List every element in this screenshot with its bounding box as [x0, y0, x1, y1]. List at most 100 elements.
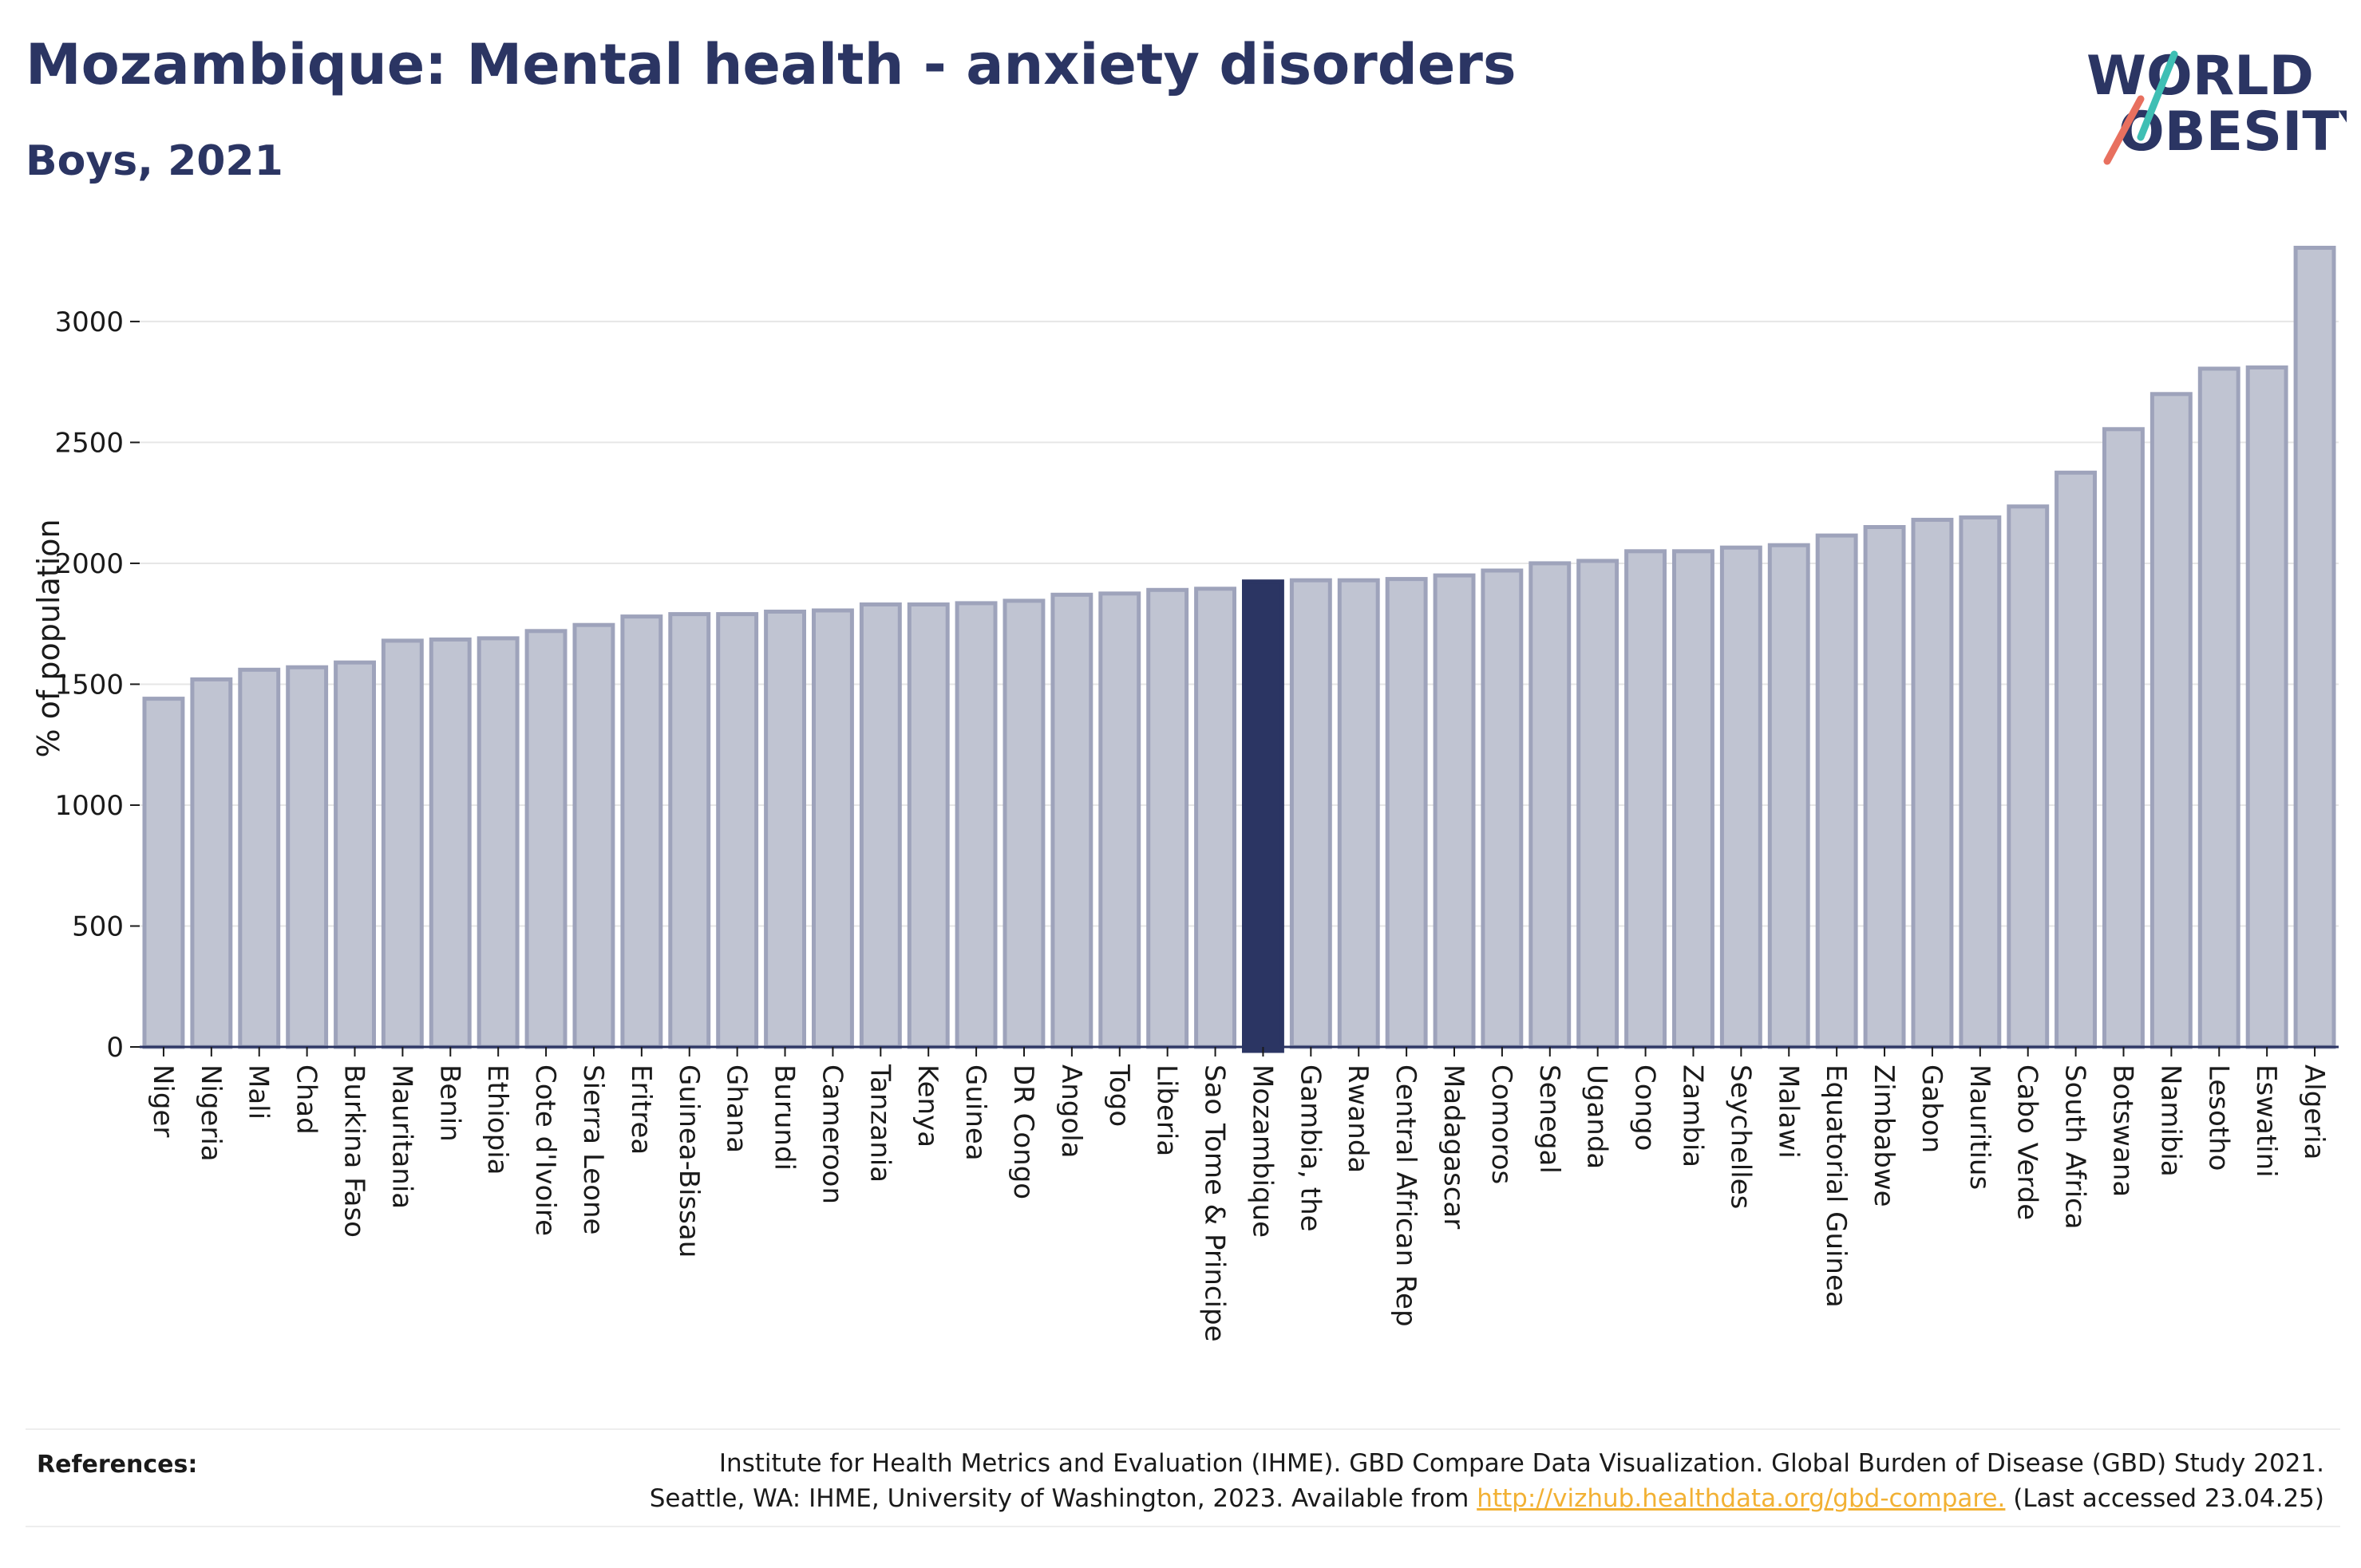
x-tick-label: Malawi	[1772, 1064, 1804, 1159]
references-label: References:	[37, 1451, 198, 1479]
x-tick-label: Togo	[1103, 1064, 1135, 1127]
x-tick-label: Burundi	[769, 1064, 801, 1171]
references-text: Institute for Health Metrics and Evaluat…	[488, 1446, 2324, 1516]
x-tick-label: Niger	[147, 1064, 179, 1137]
bar	[2293, 246, 2336, 1049]
y-tick-label: 2500	[54, 427, 124, 459]
x-tick-label: Equatorial Guinea	[1820, 1064, 1852, 1308]
bar	[334, 660, 377, 1049]
bar	[1003, 598, 1046, 1049]
bar	[1194, 587, 1236, 1049]
bars	[142, 246, 2336, 1053]
bar	[1146, 587, 1189, 1049]
bar	[764, 610, 806, 1049]
bar	[1719, 545, 1762, 1049]
bar	[1815, 533, 1858, 1049]
x-tick-label: Angola	[1055, 1064, 1087, 1158]
x-tick-label: Tanzania	[864, 1064, 896, 1183]
y-tick-label: 1500	[54, 669, 124, 701]
bar	[477, 636, 520, 1049]
bar	[1098, 591, 1141, 1049]
x-tick-label: Liberia	[1151, 1064, 1183, 1156]
x-axis-ticks: Niger Nigeria Mali Chad Burkina Faso Mauritan…	[147, 1047, 2330, 1342]
bar	[286, 665, 329, 1049]
x-tick-label: Nigeria	[195, 1064, 227, 1162]
logo-line1: WORLD	[2086, 45, 2314, 108]
x-tick-label: Cabo Verde	[2011, 1064, 2043, 1220]
bar	[1672, 549, 1714, 1049]
logo-slash-coral	[2103, 95, 2145, 165]
x-tick-label: Lesotho	[2202, 1064, 2234, 1171]
y-tick-label: 3000	[54, 306, 124, 338]
bar	[668, 612, 711, 1049]
x-tick-label: Madagascar	[1438, 1064, 1469, 1229]
y-tick-label: 1000	[54, 790, 124, 822]
bar	[2102, 427, 2145, 1049]
x-tick-label: Ethiopia	[481, 1064, 513, 1175]
x-tick-label: Kenya	[912, 1064, 943, 1147]
x-tick-label: Benin	[433, 1064, 465, 1142]
x-tick-label: Chad	[291, 1064, 322, 1135]
page-title: Mozambique: Mental health - anxiety diso…	[26, 32, 1517, 97]
y-axis-label: % of population	[31, 519, 66, 757]
x-tick-label: DR Congo	[1007, 1064, 1039, 1199]
bar	[1529, 561, 1572, 1049]
bar	[907, 602, 950, 1049]
x-tick-label: Cameroon	[816, 1064, 848, 1204]
bar	[429, 637, 472, 1049]
x-tick-label: Mauritania	[386, 1064, 417, 1209]
logo-line2: OBESITY	[2118, 101, 2347, 164]
bar	[1959, 515, 2002, 1049]
x-tick-label: Guinea-Bissau	[673, 1064, 705, 1258]
bar	[1576, 559, 1619, 1049]
bar	[1863, 525, 1906, 1049]
y-tick-label: 0	[106, 1032, 124, 1064]
bar	[812, 608, 854, 1049]
y-tick-label: 2000	[54, 548, 124, 580]
bar	[238, 667, 281, 1049]
x-tick-label: Burkina Faso	[338, 1064, 370, 1238]
bar	[716, 612, 759, 1049]
bar	[190, 677, 233, 1049]
x-tick-label: Sierra Leone	[577, 1064, 609, 1234]
logo-slash-teal	[2137, 50, 2178, 141]
x-tick-label: Seychelles	[1724, 1064, 1756, 1209]
x-tick-label: Congo	[1629, 1064, 1661, 1151]
reference-link[interactable]: http://vizhub.healthdata.org/gbd-compare…	[1477, 1484, 2006, 1513]
bar	[142, 697, 185, 1049]
x-tick-label: Gambia, the	[1294, 1064, 1326, 1232]
x-tick-label: Uganda	[1581, 1064, 1613, 1169]
x-tick-label: Mauritius	[1964, 1064, 1995, 1190]
x-tick-label: Central African Rep	[1390, 1064, 1422, 1327]
bar	[2245, 365, 2288, 1049]
chart-subtitle: Boys, 2021	[26, 137, 283, 185]
x-tick-label: Gabon	[1916, 1064, 1948, 1153]
x-tick-label: Senegal	[1533, 1064, 1565, 1174]
world-obesity-logo: WORLD OBESITY	[2086, 45, 2347, 165]
reference-line-2-suffix: (Last accessed 23.04.25)	[2005, 1484, 2324, 1513]
x-tick-label: Ghana	[721, 1064, 753, 1153]
x-tick-label: Zimbabwe	[1868, 1064, 1900, 1207]
x-tick-label: Guinea	[959, 1064, 991, 1161]
x-tick-label: Cote d'Ivoire	[529, 1064, 561, 1236]
bar	[1481, 568, 1524, 1049]
bar	[2197, 366, 2240, 1049]
bar-highlight	[1242, 579, 1284, 1053]
reference-line-1: Institute for Health Metrics and Evaluat…	[718, 1449, 2324, 1478]
bar	[2007, 504, 2050, 1049]
footer-divider-bottom	[26, 1526, 2340, 1527]
bar	[1050, 592, 1093, 1049]
x-tick-label: South Africa	[2059, 1064, 2091, 1230]
bar	[1911, 517, 1954, 1049]
bar	[2149, 392, 2193, 1049]
bar	[1337, 578, 1380, 1049]
x-tick-label: Eswatini	[2250, 1064, 2282, 1178]
x-tick-label: Mali	[243, 1064, 275, 1120]
reference-line-2: Seattle, WA: IHME, University of Washing…	[488, 1481, 2324, 1516]
bar	[572, 622, 615, 1049]
x-tick-label: Eritrea	[625, 1064, 657, 1155]
x-tick-label: Zambia	[1677, 1064, 1709, 1167]
bar	[620, 614, 663, 1049]
x-tick-label: Rwanda	[1342, 1064, 1374, 1173]
y-tick-label: 500	[72, 910, 124, 942]
